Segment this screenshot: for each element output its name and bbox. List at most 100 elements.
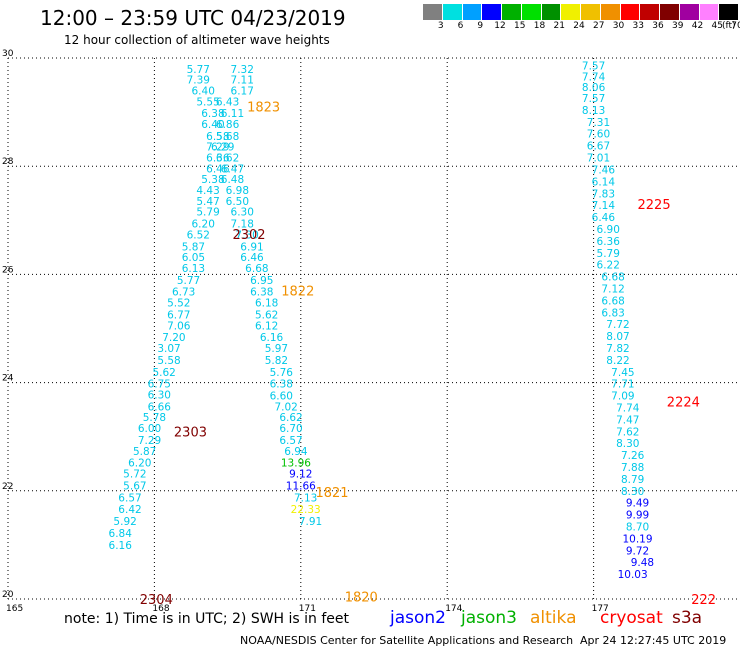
wave-height-value: 7.46 bbox=[592, 164, 616, 176]
colorbar-swatch bbox=[679, 4, 700, 20]
wave-height-value: 8.07 bbox=[606, 331, 629, 343]
colorbar-swatch bbox=[699, 4, 720, 20]
colorbar-swatch bbox=[442, 4, 463, 20]
wave-height-value: 5.38 bbox=[201, 174, 224, 186]
wave-height-value: 6.98 bbox=[226, 185, 249, 197]
wave-height-value: 5.62 bbox=[255, 309, 278, 321]
wave-height-value: 5.62 bbox=[152, 367, 175, 379]
wave-height-value: 6.73 bbox=[172, 287, 195, 299]
colorbar bbox=[423, 4, 739, 20]
wave-height-value: 6.42 bbox=[118, 504, 141, 516]
wave-height-value: 6.36 bbox=[206, 153, 230, 165]
wave-height-value: 8.22 bbox=[606, 355, 629, 367]
colorbar-tick-label: 30 bbox=[612, 21, 625, 31]
wave-height-value: 3.07 bbox=[157, 343, 180, 355]
colorbar-swatch bbox=[620, 4, 641, 20]
wave-height-value: 10.19 bbox=[622, 533, 652, 545]
colorbar-tick-label: 45 bbox=[711, 21, 723, 31]
wave-height-value: 9.72 bbox=[626, 545, 649, 557]
wave-height-value: 7.06 bbox=[167, 320, 191, 332]
wave-height-value: 6.47 bbox=[221, 163, 244, 175]
colorbar-tick-label: 36 bbox=[652, 21, 664, 31]
wave-height-value: 5.87 bbox=[133, 446, 156, 458]
colorbar-swatch bbox=[640, 4, 660, 20]
wave-height-value: 6.00 bbox=[138, 423, 161, 435]
wave-height-value: 8.70 bbox=[626, 522, 649, 534]
colorbar-swatch bbox=[502, 4, 522, 20]
wave-height-value: 4.43 bbox=[196, 185, 219, 197]
wave-height-value: 6.38 bbox=[201, 108, 224, 120]
wave-height-value: 6.68 bbox=[601, 295, 624, 307]
wave-height-value: 6.16 bbox=[260, 332, 284, 344]
wave-height-value: 6.90 bbox=[597, 224, 620, 236]
wave-height-value: 8.30 bbox=[621, 486, 644, 498]
wave-height-value: 8.13 bbox=[582, 105, 605, 117]
lon-tick-label: 174 bbox=[445, 604, 462, 614]
wave-height-value: 7.11 bbox=[231, 75, 254, 87]
pass-time-label: 2224 bbox=[667, 396, 700, 411]
wave-height-value: 6.67 bbox=[587, 141, 610, 153]
wave-height-value: 22.33 bbox=[291, 504, 321, 516]
wave-height-value: 6.11 bbox=[221, 108, 244, 120]
wave-height-value: 5.72 bbox=[123, 468, 146, 480]
wave-height-value: 5.82 bbox=[265, 355, 288, 367]
wave-height-value: 7.45 bbox=[611, 367, 634, 379]
wave-height-value: 8.06 bbox=[582, 82, 606, 94]
wave-height-value: 6.40 bbox=[192, 85, 215, 97]
wave-height-value: 6.75 bbox=[148, 379, 171, 391]
colorbar-tick-label: 39 bbox=[672, 21, 684, 31]
wave-height-value: 6.68 bbox=[245, 263, 268, 275]
wave-height-value: 6.40 bbox=[201, 119, 224, 131]
wave-height-value: 5.52 bbox=[167, 298, 190, 310]
colorbar-tick-label: 9 bbox=[477, 21, 484, 31]
wave-height-value: 5.77 bbox=[187, 64, 210, 76]
lat-tick-label: 30 bbox=[2, 49, 14, 59]
colorbar-swatch bbox=[541, 4, 562, 20]
colorbar-tick-label: 12 bbox=[494, 21, 506, 31]
lon-tick-label: 165 bbox=[6, 604, 23, 614]
legend-item-s3a: s3a bbox=[672, 608, 703, 628]
wave-height-value: 5.67 bbox=[123, 480, 146, 492]
lat-tick-label: 22 bbox=[2, 482, 13, 492]
wave-height-value: 7.39 bbox=[187, 75, 210, 87]
wave-height-value: 7.12 bbox=[601, 283, 624, 295]
lat-tick-label: 26 bbox=[2, 265, 14, 275]
wave-height-value: 7.62 bbox=[616, 426, 639, 438]
colorbar-swatch bbox=[561, 4, 581, 20]
lat-tick-label: 24 bbox=[2, 374, 14, 384]
lon-tick-label: 168 bbox=[152, 604, 169, 614]
wave-height-value: 6.30 bbox=[231, 207, 254, 219]
wave-height-value: 6.43 bbox=[216, 96, 239, 108]
wave-height-value: 6.50 bbox=[226, 196, 249, 208]
legend-item-jason2: jason2 bbox=[390, 608, 446, 628]
wave-height-value: 5.58 bbox=[157, 355, 180, 367]
footer-timestamp: Apr 24 12:27:45 UTC 2019 bbox=[580, 634, 727, 647]
legend-item-cryosat: cryosat bbox=[600, 608, 663, 628]
wave-height-value: 6.20 bbox=[128, 458, 151, 470]
wave-height-value: 6.91 bbox=[240, 241, 263, 253]
wave-height-value: 7.26 bbox=[621, 450, 645, 462]
pass-time-label: 2304 bbox=[140, 593, 173, 608]
wave-height-value: 7.14 bbox=[592, 200, 616, 212]
wave-height-value: 6.18 bbox=[255, 298, 278, 310]
wave-height-value: 6.70 bbox=[279, 423, 302, 435]
wave-height-value: 7.88 bbox=[621, 462, 644, 474]
wave-height-value: 6.58 bbox=[206, 131, 229, 143]
wave-height-value: 7.71 bbox=[611, 379, 634, 391]
wave-height-value: 6.12 bbox=[255, 320, 278, 332]
wave-height-value: 6.13 bbox=[182, 263, 205, 275]
wave-height-value: 10.03 bbox=[618, 569, 648, 581]
wave-height-value: 6.84 bbox=[109, 528, 133, 540]
wave-height-value: 5.78 bbox=[143, 412, 166, 424]
wave-height-value: 7.01 bbox=[587, 153, 610, 165]
note-text: note: 1) Time is in UTC; 2) SWH is in fe… bbox=[64, 611, 350, 627]
wave-height-value: 7.83 bbox=[592, 188, 615, 200]
colorbar-swatch bbox=[581, 4, 601, 20]
wave-height-value: 5.87 bbox=[182, 241, 205, 253]
wave-height-value: 6.36 bbox=[597, 236, 621, 248]
wave-height-value: 6.30 bbox=[148, 390, 171, 402]
lat-tick-label: 20 bbox=[2, 590, 14, 600]
colorbar-tick-label: 24 bbox=[573, 21, 585, 31]
